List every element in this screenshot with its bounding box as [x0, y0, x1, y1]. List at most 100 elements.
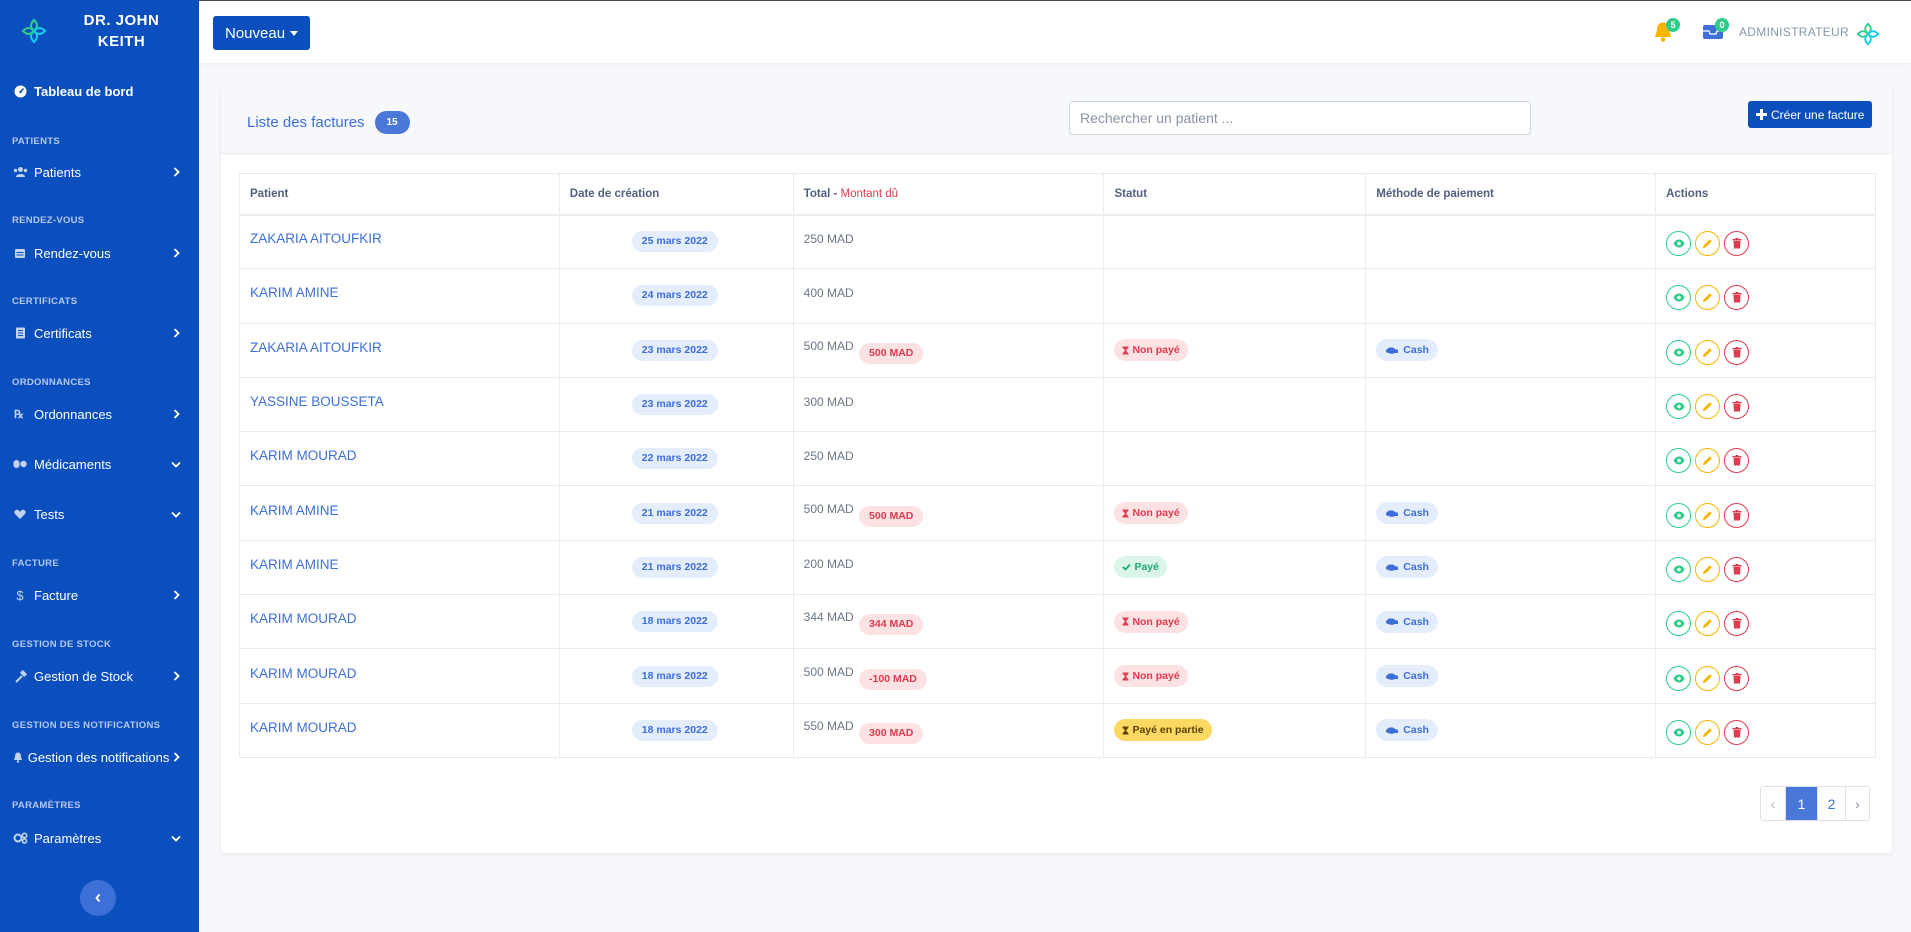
cell-date: 24 mars 2022	[558, 268, 794, 324]
sidebar-item-stock[interactable]: Gestion de Stock	[0, 659, 199, 693]
user-role-label[interactable]: ADMINISTRATEUR	[1739, 25, 1849, 39]
sidebar-item-facture[interactable]: $ Facture	[0, 578, 199, 612]
table-row: KARIM AMINE 24 mars 2022 400 MAD	[239, 268, 1876, 324]
view-button[interactable]	[1666, 502, 1692, 528]
cell-total: 500 MAD 500 MAD	[792, 485, 1105, 541]
edit-button[interactable]	[1695, 231, 1721, 257]
sidebar-item-tests[interactable]: Tests	[0, 497, 199, 531]
patient-link[interactable]: KARIM AMINE	[250, 556, 339, 572]
cell-method	[1365, 431, 1657, 487]
eye-icon	[1673, 619, 1685, 628]
medical-cross-avatar-icon[interactable]	[1855, 21, 1881, 47]
edit-button[interactable]	[1695, 665, 1721, 691]
status-label: Non payé	[1132, 670, 1180, 683]
edit-button[interactable]	[1695, 502, 1721, 528]
eye-icon	[1673, 565, 1685, 574]
create-invoice-label: Créer une facture	[1771, 107, 1865, 122]
edit-button[interactable]	[1695, 285, 1721, 311]
amount-due-badge: 300 MAD	[859, 722, 924, 744]
cell-patient: ZAKARIA AITOUFKIR	[239, 213, 560, 270]
sidebar-item-rendez-vous[interactable]: Rendez-vous	[0, 236, 199, 270]
delete-button[interactable]	[1724, 719, 1750, 745]
edit-button[interactable]	[1695, 556, 1721, 582]
sidebar-item-parametres[interactable]: Paramètres	[0, 821, 199, 855]
eye-icon	[1673, 511, 1685, 520]
row-actions	[1666, 502, 1875, 528]
cell-actions	[1655, 213, 1876, 270]
view-button[interactable]	[1666, 285, 1692, 311]
patient-link[interactable]: KARIM MOURAD	[250, 611, 357, 627]
view-button[interactable]	[1666, 339, 1692, 365]
table-row: KARIM MOURAD 18 mars 2022 344 MAD 344 MAD N…	[239, 594, 1876, 650]
invoice-total: 400 MAD	[803, 285, 854, 300]
pagination-next[interactable]: ›	[1845, 787, 1869, 820]
delete-button[interactable]	[1724, 611, 1750, 637]
delete-button[interactable]	[1724, 665, 1750, 691]
edit-button[interactable]	[1695, 611, 1721, 637]
patient-link[interactable]: KARIM AMINE	[250, 502, 339, 518]
view-button[interactable]	[1666, 231, 1692, 257]
view-button[interactable]	[1666, 394, 1692, 420]
cell-method: Cash	[1365, 539, 1657, 596]
trash-icon	[1732, 292, 1742, 303]
delete-button[interactable]	[1724, 231, 1750, 257]
delete-button[interactable]	[1724, 502, 1750, 528]
edit-button[interactable]	[1695, 394, 1721, 420]
patient-link[interactable]: YASSINE BOUSSETA	[250, 394, 384, 410]
delete-button[interactable]	[1724, 448, 1750, 474]
patient-link[interactable]: KARIM MOURAD	[250, 448, 357, 464]
delete-button[interactable]	[1724, 556, 1750, 582]
sidebar-item-dashboard[interactable]: Tableau de bord	[0, 74, 199, 108]
notifications-bell[interactable]: 5	[1653, 18, 1680, 43]
cell-method: Cash	[1365, 322, 1657, 378]
pagination-page-1[interactable]: 1	[1785, 787, 1817, 820]
new-dropdown-button[interactable]: Nouveau	[213, 16, 311, 50]
edit-button[interactable]	[1695, 719, 1721, 745]
header-date[interactable]: Date de création	[558, 173, 794, 216]
view-button[interactable]	[1666, 665, 1692, 691]
patient-link[interactable]: ZAKARIA AITOUFKIR	[250, 231, 382, 247]
patient-link[interactable]: KARIM MOURAD	[250, 665, 357, 681]
create-invoice-button[interactable]: Créer une facture	[1748, 101, 1873, 128]
sidebar-item-label: Gestion des notifications	[27, 749, 170, 765]
table-row: YASSINE BOUSSETA 23 mars 2022 300 MAD	[239, 376, 1876, 433]
view-button[interactable]	[1666, 448, 1692, 474]
plus-icon	[1756, 109, 1767, 120]
pagination-prev[interactable]: ‹	[1761, 787, 1785, 820]
patient-search-input[interactable]	[1069, 101, 1531, 135]
patient-link[interactable]: KARIM AMINE	[250, 285, 339, 301]
view-button[interactable]	[1666, 611, 1692, 637]
edit-button[interactable]	[1695, 339, 1721, 365]
header-method[interactable]: Méthode de paiement	[1365, 173, 1657, 216]
header-status[interactable]: Statut	[1103, 173, 1367, 216]
patient-link[interactable]: ZAKARIA AITOUFKIR	[250, 339, 382, 355]
cell-patient: KARIM MOURAD	[239, 431, 560, 487]
view-button[interactable]	[1666, 556, 1692, 582]
prescription-icon: ℞	[12, 406, 28, 422]
sidebar-item-medicaments[interactable]: Médicaments	[0, 447, 199, 481]
messages-inbox[interactable]: 0	[1702, 18, 1729, 43]
cell-status	[1103, 431, 1367, 487]
section-title-facture: FACTURE	[12, 558, 59, 569]
view-button[interactable]	[1666, 719, 1692, 745]
date-badge: 25 mars 2022	[631, 231, 718, 253]
sidebar-collapse-button[interactable]	[80, 880, 116, 916]
sidebar-item-patients[interactable]: Patients	[0, 155, 199, 189]
sidebar-item-certificats[interactable]: Certificats	[0, 316, 199, 350]
delete-button[interactable]	[1724, 394, 1750, 420]
invoices-table: Patient Date de création Total - Montant…	[239, 173, 1876, 758]
payment-method-label: Cash	[1403, 561, 1429, 574]
header-total[interactable]: Total - Montant dû	[792, 173, 1105, 216]
cell-status: Payé en partie	[1103, 702, 1367, 758]
delete-button[interactable]	[1724, 285, 1750, 311]
edit-button[interactable]	[1695, 448, 1721, 474]
delete-button[interactable]	[1724, 339, 1750, 365]
brand[interactable]: DR. JOHN KEITH	[0, 0, 199, 62]
sidebar-item-notifications[interactable]: Gestion des notifications	[0, 740, 199, 774]
sidebar-item-ordonnances[interactable]: ℞ Ordonnances	[0, 397, 199, 431]
header-patient[interactable]: Patient	[239, 173, 560, 216]
date-badge: 18 mars 2022	[631, 665, 718, 687]
patient-link[interactable]: KARIM MOURAD	[250, 719, 357, 735]
pagination-page-2[interactable]: 2	[1817, 787, 1845, 820]
trash-icon	[1732, 563, 1742, 575]
